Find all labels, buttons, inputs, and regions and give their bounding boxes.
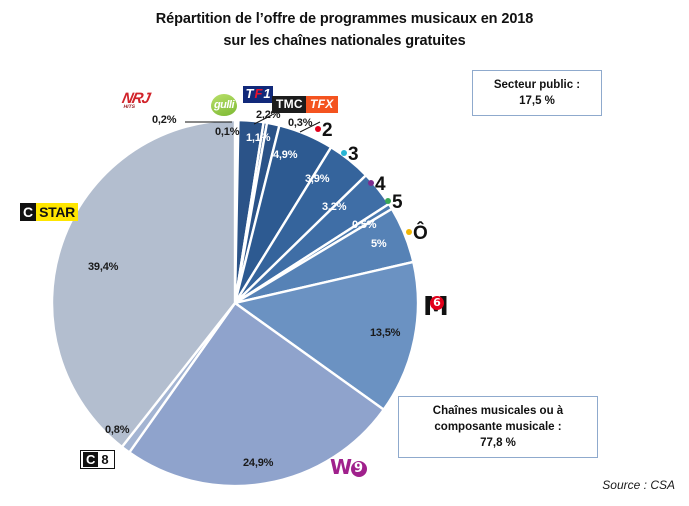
cstar-logo-c: C — [20, 203, 37, 221]
tf1-logo-f: F — [254, 86, 263, 101]
slice-label-france2-b: 4,9% — [273, 149, 298, 161]
pie-slice — [50, 118, 237, 449]
tf1-logo-t: T — [245, 86, 254, 101]
franceo-num: Ô — [413, 223, 428, 244]
tfx-logo-text: TFX — [310, 97, 334, 111]
franceo-dot — [406, 229, 412, 235]
france2-dot — [315, 126, 321, 132]
slice-label-franceo: 5% — [371, 238, 387, 250]
france3-num: 3 — [348, 144, 359, 165]
musical-channels-label-1: Chaînes musicales ou à — [432, 405, 564, 417]
w9-logo-nine: 9 — [350, 461, 367, 477]
tmc-logo: TMC — [272, 96, 307, 113]
france2-logo: 2 — [315, 120, 333, 142]
france4-logo: 4 — [368, 174, 386, 196]
m6-logo: M 6 — [423, 292, 689, 322]
title-line-2: sur les chaînes nationales gratuites — [223, 33, 466, 49]
cstar-logo-star: STAR — [36, 203, 78, 221]
title-line-1: Répartition de l’offre de programmes mus… — [155, 11, 534, 27]
slice-label-nrj: 0,2% — [152, 114, 177, 126]
c8-logo-eight: 8 — [98, 452, 112, 467]
france4-dot — [368, 180, 374, 186]
slice-label-gulli: 0,1% — [215, 126, 240, 138]
page-title: Répartition de l’offre de programmes mus… — [0, 8, 689, 52]
musical-channels-label-2: composante musicale : — [434, 421, 562, 433]
leader-line — [299, 121, 321, 133]
slice-label-m6: 13,5% — [370, 327, 401, 339]
leader-lines — [185, 114, 321, 133]
franceo-logo: Ô — [406, 223, 428, 245]
public-sector-box: Secteur public : 17,5 % — [472, 70, 602, 116]
public-sector-value: 17,5 % — [519, 95, 555, 107]
pie-slices — [50, 118, 420, 488]
slice-label-cstar: 39,4% — [88, 261, 119, 273]
tfx-logo: TFX — [306, 96, 338, 113]
musical-channels-box: Chaînes musicales ou à composante musica… — [398, 396, 598, 458]
france5-num: 5 — [392, 192, 403, 213]
gulli-logo-text: gulli — [213, 99, 235, 111]
slice-label-france3: 3,9% — [305, 173, 330, 185]
tf1-logo-one: 1 — [263, 86, 271, 101]
cstar-logo: C STAR — [20, 203, 78, 221]
slice-label-france2-a: 1,1% — [246, 132, 271, 144]
slice-label-w9: 24,9% — [243, 457, 274, 469]
tmc-logo-text: TMC — [276, 97, 303, 111]
slice-label-france4: 3,2% — [322, 201, 347, 213]
source-note: Source : CSA — [602, 478, 675, 492]
france2-num: 2 — [322, 120, 333, 141]
slice-label-france5: 0,5% — [352, 219, 377, 231]
c8-logo-c: C — [83, 452, 99, 467]
m6-logo-six: 6 — [430, 296, 444, 310]
france3-logo: 3 — [341, 144, 359, 166]
leader-line — [253, 114, 273, 125]
nrj-logo: NRJ HITS — [120, 90, 152, 110]
gulli-logo: gulli — [211, 94, 237, 116]
w9-logo-w: W — [330, 455, 352, 479]
tf1-logo: TF1 — [243, 86, 274, 103]
france5-dot — [385, 198, 391, 204]
musical-channels-value: 77,8 % — [480, 437, 516, 449]
france5-logo: 5 — [385, 192, 403, 214]
slice-label-c8: 0,8% — [105, 424, 130, 436]
france4-num: 4 — [375, 174, 386, 195]
slice-label-tmctfx: 0,3% — [288, 117, 313, 129]
pie-slice — [233, 260, 420, 411]
pie-slice — [128, 301, 385, 488]
public-sector-label: Secteur public : — [493, 79, 581, 91]
france3-dot — [341, 150, 347, 156]
